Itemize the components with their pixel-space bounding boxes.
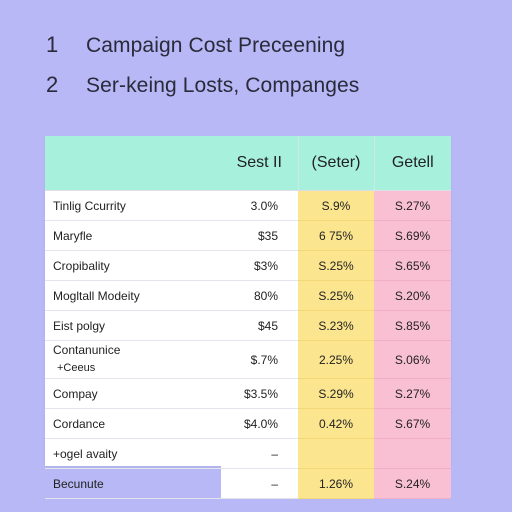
cell-v2: S.9% [298,190,374,221]
cell-v3: S.24% [374,468,451,499]
cell-v3: S.85% [374,310,451,341]
row-label-subtext: +Ceeus [57,362,96,374]
cell-v3: S.69% [374,220,451,251]
table-row: Mogltall Modeity 80% S.25% S.20% [45,280,451,311]
table-row: Contanunice +Ceeus $.7% 2.25% S.06% [45,340,451,379]
cell-v1: $35 [221,220,298,251]
heading-1: 1 Campaign Cost Preceening [46,32,359,72]
row-label: Becunute [45,468,221,499]
row-label: +ogel avaity [45,438,221,469]
row-label: Contanunice +Ceeus [45,340,221,379]
table-row: +ogel avaity – [45,438,451,469]
row-label-text: Eist polgy [53,318,106,333]
heading-number: 1 [46,32,59,57]
cell-v2: 2.25% [298,340,374,379]
cell-v3: S.06% [374,340,451,379]
row-label-text: Cropibality [53,258,110,273]
row-label: Cordance [45,408,221,439]
cell-v2: S.29% [298,378,374,409]
cell-v1: 80% [221,280,298,311]
table-row: Cordance $4.0% 0.42% S.67% [45,408,451,439]
heading-2: 2 Ser-keing Losts, Companges [46,72,359,112]
header-cell-seter: (Seter) [297,136,375,191]
cell-v1: 3.0% [221,190,298,221]
cell-v3: S.20% [374,280,451,311]
cell-v2: S.25% [298,250,374,281]
row-label-text: Mogltall Modeity [53,288,140,303]
headings: 1 Campaign Cost Preceening 2 Ser-keing L… [46,32,359,112]
row-label: Mogltall Modeity [45,280,221,311]
row-label: Maryfle [45,220,221,251]
table-row: Maryfle $35 6 75% S.69% [45,220,451,251]
cell-v1: $3% [221,250,298,281]
heading-title: Campaign Cost Preceening [86,34,346,57]
cell-v1: – [221,468,298,499]
heading-number: 2 [46,72,59,97]
row-label-text: Compay [53,386,98,401]
cell-v1: – [221,438,298,469]
row-label: Cropibality [45,250,221,281]
table-row: Cropibality $3% S.25% S.65% [45,250,451,281]
data-table: Sest II (Seter) Getell Tinlig Ccurrity 3.… [45,136,451,499]
cell-v1: $4.0% [221,408,298,439]
row-label: Eist polgy [45,310,221,341]
table-row: Compay $3.5% S.29% S.27% [45,378,451,409]
row-label-text: Cordance [53,416,106,431]
row-label: Compay [45,378,221,409]
cell-v1: $3.5% [221,378,298,409]
cell-v2: 6 75% [298,220,374,251]
cell-v2 [298,438,374,469]
cost-table: Sest II (Seter) Getell Tinlig Ccurrity 3.… [45,136,451,499]
header-cell-label [45,136,221,191]
table-row: Becunute –1.26% S.24% [45,468,451,499]
heading-subtitle: Ser-keing Losts, Companges [86,74,360,97]
cell-v3: S.27% [374,190,451,221]
cell-v2: S.23% [298,310,374,341]
header-cell-getell: Getell [374,136,451,191]
cell-v3 [374,438,451,469]
row-label: Tinlig Ccurrity [45,190,221,221]
row-label-text: Becunute [53,476,104,491]
row-label-text: +ogel avaity [53,446,118,461]
header-cell-sest: Sest II [221,136,298,191]
table-row: Eist polgy $45 S.23% S.85% [45,310,451,341]
row-label-text: Tinlig Ccurrity [53,198,126,213]
table-body: Tinlig Ccurrity 3.0% S.9% S.27% Maryfle $35 6 … [45,190,451,499]
table-header-row: Sest II (Seter) Getell [45,136,451,191]
cell-v3: S.65% [374,250,451,281]
cell-v3: S.27% [374,378,451,409]
table-row: Tinlig Ccurrity 3.0% S.9% S.27% [45,190,451,221]
cell-v1: $45 [221,310,298,341]
cell-v1: $.7% [221,340,298,379]
cell-v2: S.25% [298,280,374,311]
row-label-text: Contanunice [53,343,121,357]
cell-v2: 1.26% [298,468,374,499]
cell-v2: 0.42% [298,408,374,439]
row-label-text: Maryfle [53,228,93,243]
cell-v3: S.67% [374,408,451,439]
